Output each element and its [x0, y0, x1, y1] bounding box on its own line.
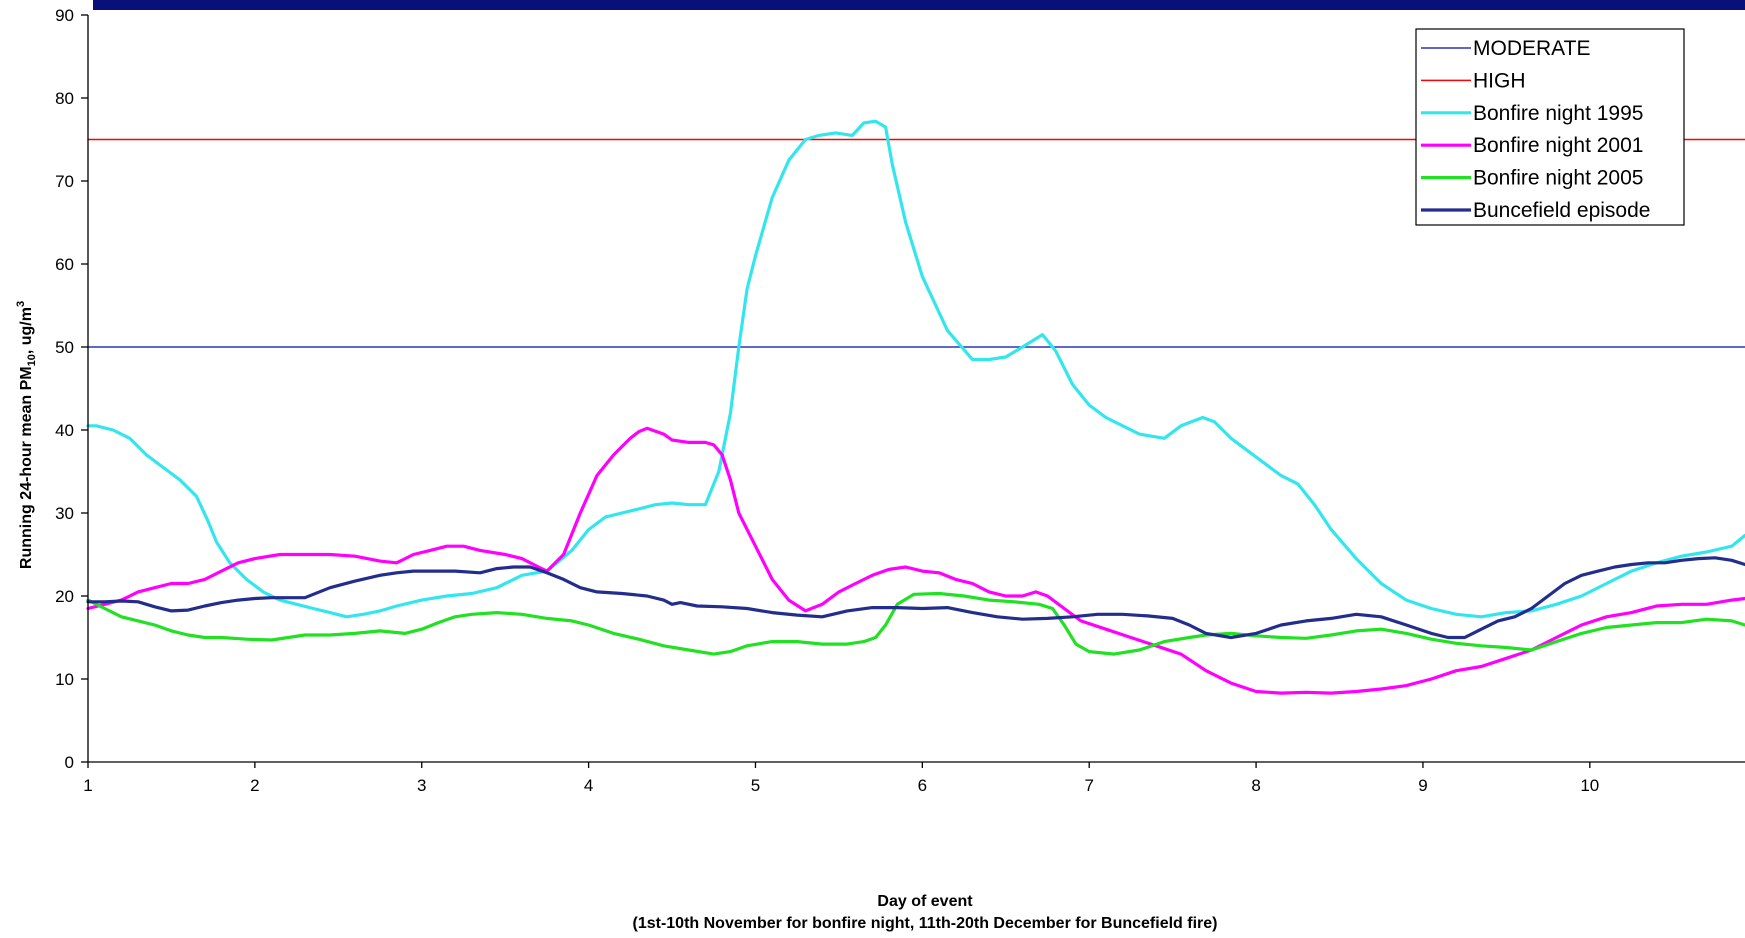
axis-labels: Day of event (1st-10th November for bonf… [15, 301, 1217, 932]
x-tick-label: 9 [1418, 776, 1427, 795]
x-axis-title: Day of event [877, 893, 973, 910]
y-tick-label: 50 [55, 338, 74, 357]
y-tick-label: 20 [55, 587, 74, 606]
y-axis-title: Running 24-hour mean PM10, ug/m3 [15, 301, 38, 569]
y-axis-title-unit: , ug/m [18, 307, 35, 354]
plot-area [86, 119, 1745, 695]
x-tick-label: 4 [584, 776, 593, 795]
y-tick-label: 0 [65, 753, 74, 772]
x-tick-label: 2 [250, 776, 259, 795]
top-banner-bar [93, 0, 1745, 10]
y-tick-label: 70 [55, 172, 74, 191]
y-tick-label: 80 [55, 89, 74, 108]
x-axis-subtitle: (1st-10th November for bonfire night, 11… [633, 915, 1218, 932]
y-tick-label: 60 [55, 255, 74, 274]
series-line-bonfire-night-1995 [86, 119, 1745, 619]
y-tick-label: 90 [55, 6, 74, 25]
x-tick-label: 1 [83, 776, 92, 795]
x-tick-label: 10 [1580, 776, 1599, 795]
y-axis-title-main: Running 24-hour mean PM [18, 366, 35, 569]
legend: MODERATE HIGH Bonfire night 1995 Bonfire ni… [1415, 28, 1685, 226]
x-tick-label: 3 [417, 776, 426, 795]
legend-label-bonfire-night-2005: Bonfire night 2005 [1473, 167, 1643, 190]
y-axis-title-sub: 10 [26, 354, 38, 366]
axes: 0 10 20 30 40 50 60 70 80 90 1 2 3 4 5 6 7 8 9 10 [55, 6, 1745, 795]
legend-box [1415, 28, 1685, 226]
legend-label-bonfire-night-2001: Bonfire night 2001 [1473, 134, 1643, 157]
x-tick-label: 5 [751, 776, 760, 795]
x-tick-label: 8 [1251, 776, 1260, 795]
series-line-bonfire-night-2005 [86, 591, 1745, 656]
x-tick-label: 6 [918, 776, 927, 795]
legend-label-bonfire-night-1995: Bonfire night 1995 [1473, 102, 1643, 125]
y-tick-label: 10 [55, 670, 74, 689]
legend-label-high: HIGH [1473, 69, 1526, 92]
y-tick-label: 30 [55, 504, 74, 523]
y-tick-label: 40 [55, 421, 74, 440]
legend-label-buncefield-episode: Buncefield episode [1473, 199, 1650, 222]
legend-label-moderate: MODERATE [1473, 37, 1590, 60]
series-line-bonfire-night-2001 [86, 426, 1745, 695]
x-tick-label: 7 [1084, 776, 1093, 795]
y-axis-title-sup: 3 [15, 301, 27, 307]
series-line-buncefield-episode [86, 556, 1745, 640]
